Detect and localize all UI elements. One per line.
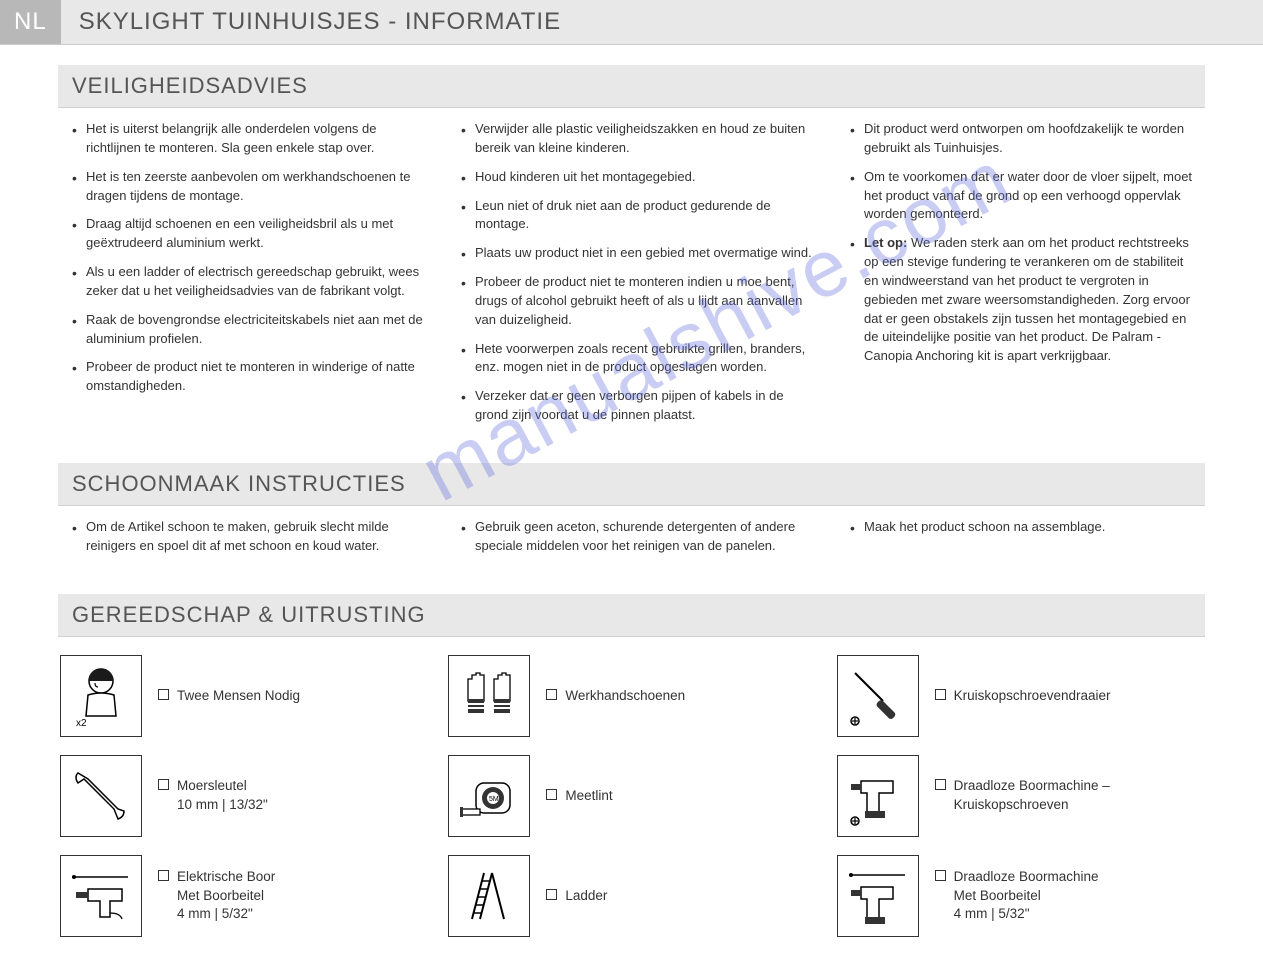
heading-safety: VEILIGHEIDSADVIES <box>58 65 1205 108</box>
list-item: Plaats uw product niet in een gebied met… <box>463 244 812 263</box>
heading-tools: GEREEDSCHAP & UITRUSTING <box>58 594 1205 637</box>
drill-cordless-icon <box>837 755 919 837</box>
tool-label: Werkhandschoenen <box>565 687 685 705</box>
lang-badge: NL <box>0 0 61 44</box>
section-cleaning: SCHOONMAAK INSTRUCTIES Om de Artikel sch… <box>58 463 1205 574</box>
tool-label: Ladder <box>565 887 607 905</box>
drill-bits-icon <box>837 855 919 937</box>
section-tools: GEREEDSCHAP & UITRUSTING x2 Twee Mensen … <box>58 594 1205 967</box>
list-item: Leun niet of druk niet aan de product ge… <box>463 197 812 235</box>
tool-label: Draadloze Boormachine – <box>954 778 1110 793</box>
tool-tape: 5M Meetlint <box>448 755 814 837</box>
list-item: Het is ten zeerste aanbevolen om werkhan… <box>74 168 423 206</box>
checkbox-icon <box>158 870 169 881</box>
tool-label: Moersleutel <box>177 778 247 793</box>
svg-text:x2: x2 <box>76 718 87 729</box>
tool-sublabel: Kruiskopschroeven <box>954 797 1069 812</box>
list-item: Hete voorwerpen zoals recent gebruikte g… <box>463 340 812 378</box>
list-item: Om de Artikel schoon te maken, gebruik s… <box>74 518 423 556</box>
tool-screwdriver: Kruiskopschroevendraaier <box>837 655 1203 737</box>
tool-drill-cordless: Draadloze Boormachine – Kruiskopschroeve… <box>837 755 1203 837</box>
checkbox-icon <box>158 779 169 790</box>
cleaning-col-2: Gebruik geen aceton, schurende detergent… <box>451 518 812 566</box>
checkbox-icon <box>935 689 946 700</box>
list-item: Probeer de product niet te monteren in w… <box>74 358 423 396</box>
list-item: Als u een ladder of electrisch gereedsch… <box>74 263 423 301</box>
tool-label: Elektrische Boor <box>177 869 275 884</box>
checkbox-icon <box>935 779 946 790</box>
gloves-icon <box>448 655 530 737</box>
wrench-icon <box>60 755 142 837</box>
tool-drill-bits: Draadloze Boormachine Met Boorbeitel 4 m… <box>837 855 1203 937</box>
tool-wrench: Moersleutel 10 mm | 13/32" <box>60 755 426 837</box>
page-header: NL SKYLIGHT TUINHUISJES - INFORMATIE <box>0 0 1263 45</box>
tool-drill-elec: Elektrische Boor Met Boorbeitel 4 mm | 5… <box>60 855 426 937</box>
screwdriver-icon <box>837 655 919 737</box>
page-content: VEILIGHEIDSADVIES Het is uiterst belangr… <box>0 65 1263 967</box>
note-lead: Let op: <box>864 235 907 250</box>
list-item: Dit product werd ontworpen om hoofdzakel… <box>852 120 1201 158</box>
tool-sublabel: 10 mm | 13/32" <box>177 797 268 812</box>
cleaning-col-3: Maak het product schoon na assemblage. <box>840 518 1201 566</box>
tool-label: Twee Mensen Nodig <box>177 687 300 705</box>
list-item: Om te voorkomen dat er water door de vlo… <box>852 168 1201 225</box>
heading-cleaning: SCHOONMAAK INSTRUCTIES <box>58 463 1205 506</box>
list-item: Probeer de product niet te monteren indi… <box>463 273 812 330</box>
safety-col-1: Het is uiterst belangrijk alle onderdele… <box>62 120 423 435</box>
list-item: Raak de bovengrondse electriciteitskabel… <box>74 311 423 349</box>
checkbox-icon <box>546 789 557 800</box>
tool-label: Draadloze Boormachine <box>954 869 1099 884</box>
list-item: Maak het product schoon na assemblage. <box>852 518 1201 537</box>
list-item: Draag altijd schoenen en een veiligheids… <box>74 215 423 253</box>
list-item: Verzeker dat er geen verborgen pijpen of… <box>463 387 812 425</box>
two-people-icon: x2 <box>60 655 142 737</box>
tool-label: Kruiskopschroevendraaier <box>954 687 1111 705</box>
tool-two-people: x2 Twee Mensen Nodig <box>60 655 426 737</box>
note-body: We raden sterk aan om het product rechts… <box>864 235 1190 363</box>
checkbox-icon <box>546 889 557 900</box>
list-item: Het is uiterst belangrijk alle onderdele… <box>74 120 423 158</box>
cleaning-col-1: Om de Artikel schoon te maken, gebruik s… <box>62 518 423 566</box>
tool-label: Meetlint <box>565 787 612 805</box>
checkbox-icon <box>546 689 557 700</box>
svg-text:5M: 5M <box>489 796 499 803</box>
section-safety: VEILIGHEIDSADVIES Het is uiterst belangr… <box>58 65 1205 443</box>
page-title: SKYLIGHT TUINHUISJES - INFORMATIE <box>61 0 579 44</box>
checkbox-icon <box>158 689 169 700</box>
drill-elec-icon <box>60 855 142 937</box>
ladder-icon <box>448 855 530 937</box>
tape-icon: 5M <box>448 755 530 837</box>
safety-col-3: Dit product werd ontworpen om hoofdzakel… <box>840 120 1201 435</box>
tool-ladder: Ladder <box>448 855 814 937</box>
list-item: Houd kinderen uit het montagegebied. <box>463 168 812 187</box>
checkbox-icon <box>935 870 946 881</box>
tool-gloves: Werkhandschoenen <box>448 655 814 737</box>
list-item: Verwijder alle plastic veiligheidszakken… <box>463 120 812 158</box>
safety-col-2: Verwijder alle plastic veiligheidszakken… <box>451 120 812 435</box>
list-item: Gebruik geen aceton, schurende detergent… <box>463 518 812 556</box>
list-item: Let op: We raden sterk aan om het produc… <box>852 234 1201 366</box>
